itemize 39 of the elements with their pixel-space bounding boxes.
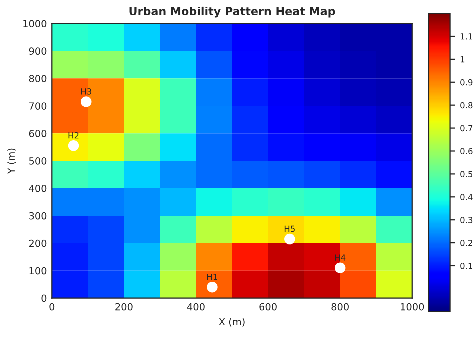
data-label: H1 bbox=[207, 274, 218, 280]
color-bar-label: 0.2 bbox=[460, 240, 472, 246]
y-tick-label: 500 bbox=[29, 158, 47, 165]
color-bar-label: 0.4 bbox=[460, 194, 473, 200]
y-tick-label: 700 bbox=[30, 102, 47, 110]
y-tick-label: 300 bbox=[29, 212, 47, 220]
x-tick-label: 800 bbox=[332, 303, 349, 311]
point bbox=[334, 262, 346, 274]
y-tick-label: 900 bbox=[29, 48, 47, 56]
x-tick-label: 1000 bbox=[401, 303, 424, 311]
y-tick-label: 800 bbox=[29, 75, 47, 82]
y-tick-label: 1000 bbox=[24, 20, 47, 28]
color-bar-label: 0.9 bbox=[460, 79, 473, 86]
y-axis-title: Y (m) bbox=[8, 148, 16, 174]
data-label: H4 bbox=[335, 254, 346, 261]
y-tick-label: 400 bbox=[29, 184, 47, 192]
point bbox=[80, 96, 92, 108]
color-bar-label: 0.8 bbox=[460, 102, 473, 109]
x-tick-label: 0 bbox=[50, 303, 55, 311]
color-bar-label: 0.1 bbox=[460, 262, 473, 270]
data-label: H3 bbox=[81, 88, 92, 95]
y-tick-label: 600 bbox=[29, 130, 47, 138]
color-bar-label: 0.6 bbox=[460, 148, 473, 155]
point bbox=[284, 234, 296, 245]
color-bar-label: 0.3 bbox=[460, 217, 473, 224]
x-axis-title: X (m) bbox=[219, 318, 245, 327]
color-bar-label: 1.1 bbox=[460, 34, 473, 40]
x-tick-label: 200 bbox=[116, 303, 133, 311]
y-tick-label: 100 bbox=[30, 267, 47, 275]
chart-title: Urban Mobility Pattern Heat Map bbox=[130, 6, 336, 18]
color-bar-label: 0.5 bbox=[460, 171, 473, 178]
color-bar-label: 1 bbox=[460, 56, 465, 63]
y-tick-label: 0 bbox=[42, 294, 47, 302]
data-label: H5 bbox=[284, 226, 295, 232]
color-bar-label: 0.7 bbox=[460, 125, 473, 132]
x-tick-label: 600 bbox=[260, 303, 277, 311]
x-tick-label: 400 bbox=[187, 303, 205, 311]
data-label: H2 bbox=[68, 132, 79, 139]
y-tick-label: 200 bbox=[29, 240, 47, 248]
